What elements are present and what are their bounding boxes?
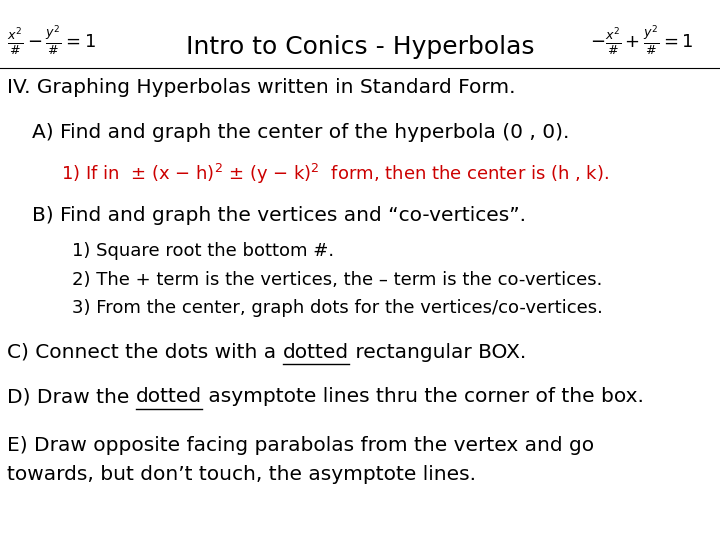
Text: asymptote lines thru the corner of the box.: asymptote lines thru the corner of the b…	[202, 387, 644, 406]
Text: 1) If in  $\pm$ (x $-$ h)$^2$ $\pm$ (y $-$ k)$^2$  form, then the center is (h ,: 1) If in $\pm$ (x $-$ h)$^2$ $\pm$ (y $-…	[61, 162, 609, 186]
Text: A) Find and graph the center of the hyperbola (0 , 0).: A) Find and graph the center of the hype…	[32, 123, 570, 141]
Text: E) Draw opposite facing parabolas from the vertex and go: E) Draw opposite facing parabolas from t…	[7, 436, 594, 455]
Text: D) Draw the: D) Draw the	[7, 387, 136, 406]
Text: dotted: dotted	[283, 343, 348, 362]
Text: $\frac{x^2}{\#}-\frac{y^2}{\#}=1$: $\frac{x^2}{\#}-\frac{y^2}{\#}=1$	[7, 24, 96, 58]
Text: 2) The + term is the vertices, the – term is the co-vertices.: 2) The + term is the vertices, the – ter…	[72, 271, 603, 288]
Text: B) Find and graph the vertices and “co-vertices”.: B) Find and graph the vertices and “co-v…	[32, 206, 526, 225]
Text: IV. Graphing Hyperbolas written in Standard Form.: IV. Graphing Hyperbolas written in Stand…	[7, 78, 516, 97]
Text: 1) Square root the bottom #.: 1) Square root the bottom #.	[72, 242, 334, 260]
Text: C) Connect the dots with a: C) Connect the dots with a	[7, 343, 283, 362]
Text: 3) From the center, graph dots for the vertices/co-vertices.: 3) From the center, graph dots for the v…	[72, 299, 603, 316]
Text: towards, but don’t touch, the asymptote lines.: towards, but don’t touch, the asymptote …	[7, 465, 476, 484]
Text: Intro to Conics - Hyperbolas: Intro to Conics - Hyperbolas	[186, 35, 534, 59]
Text: $-\frac{x^2}{\#}+\frac{y^2}{\#}=1$: $-\frac{x^2}{\#}+\frac{y^2}{\#}=1$	[590, 24, 694, 58]
Text: rectangular BOX.: rectangular BOX.	[348, 343, 526, 362]
Text: dotted: dotted	[136, 387, 202, 406]
